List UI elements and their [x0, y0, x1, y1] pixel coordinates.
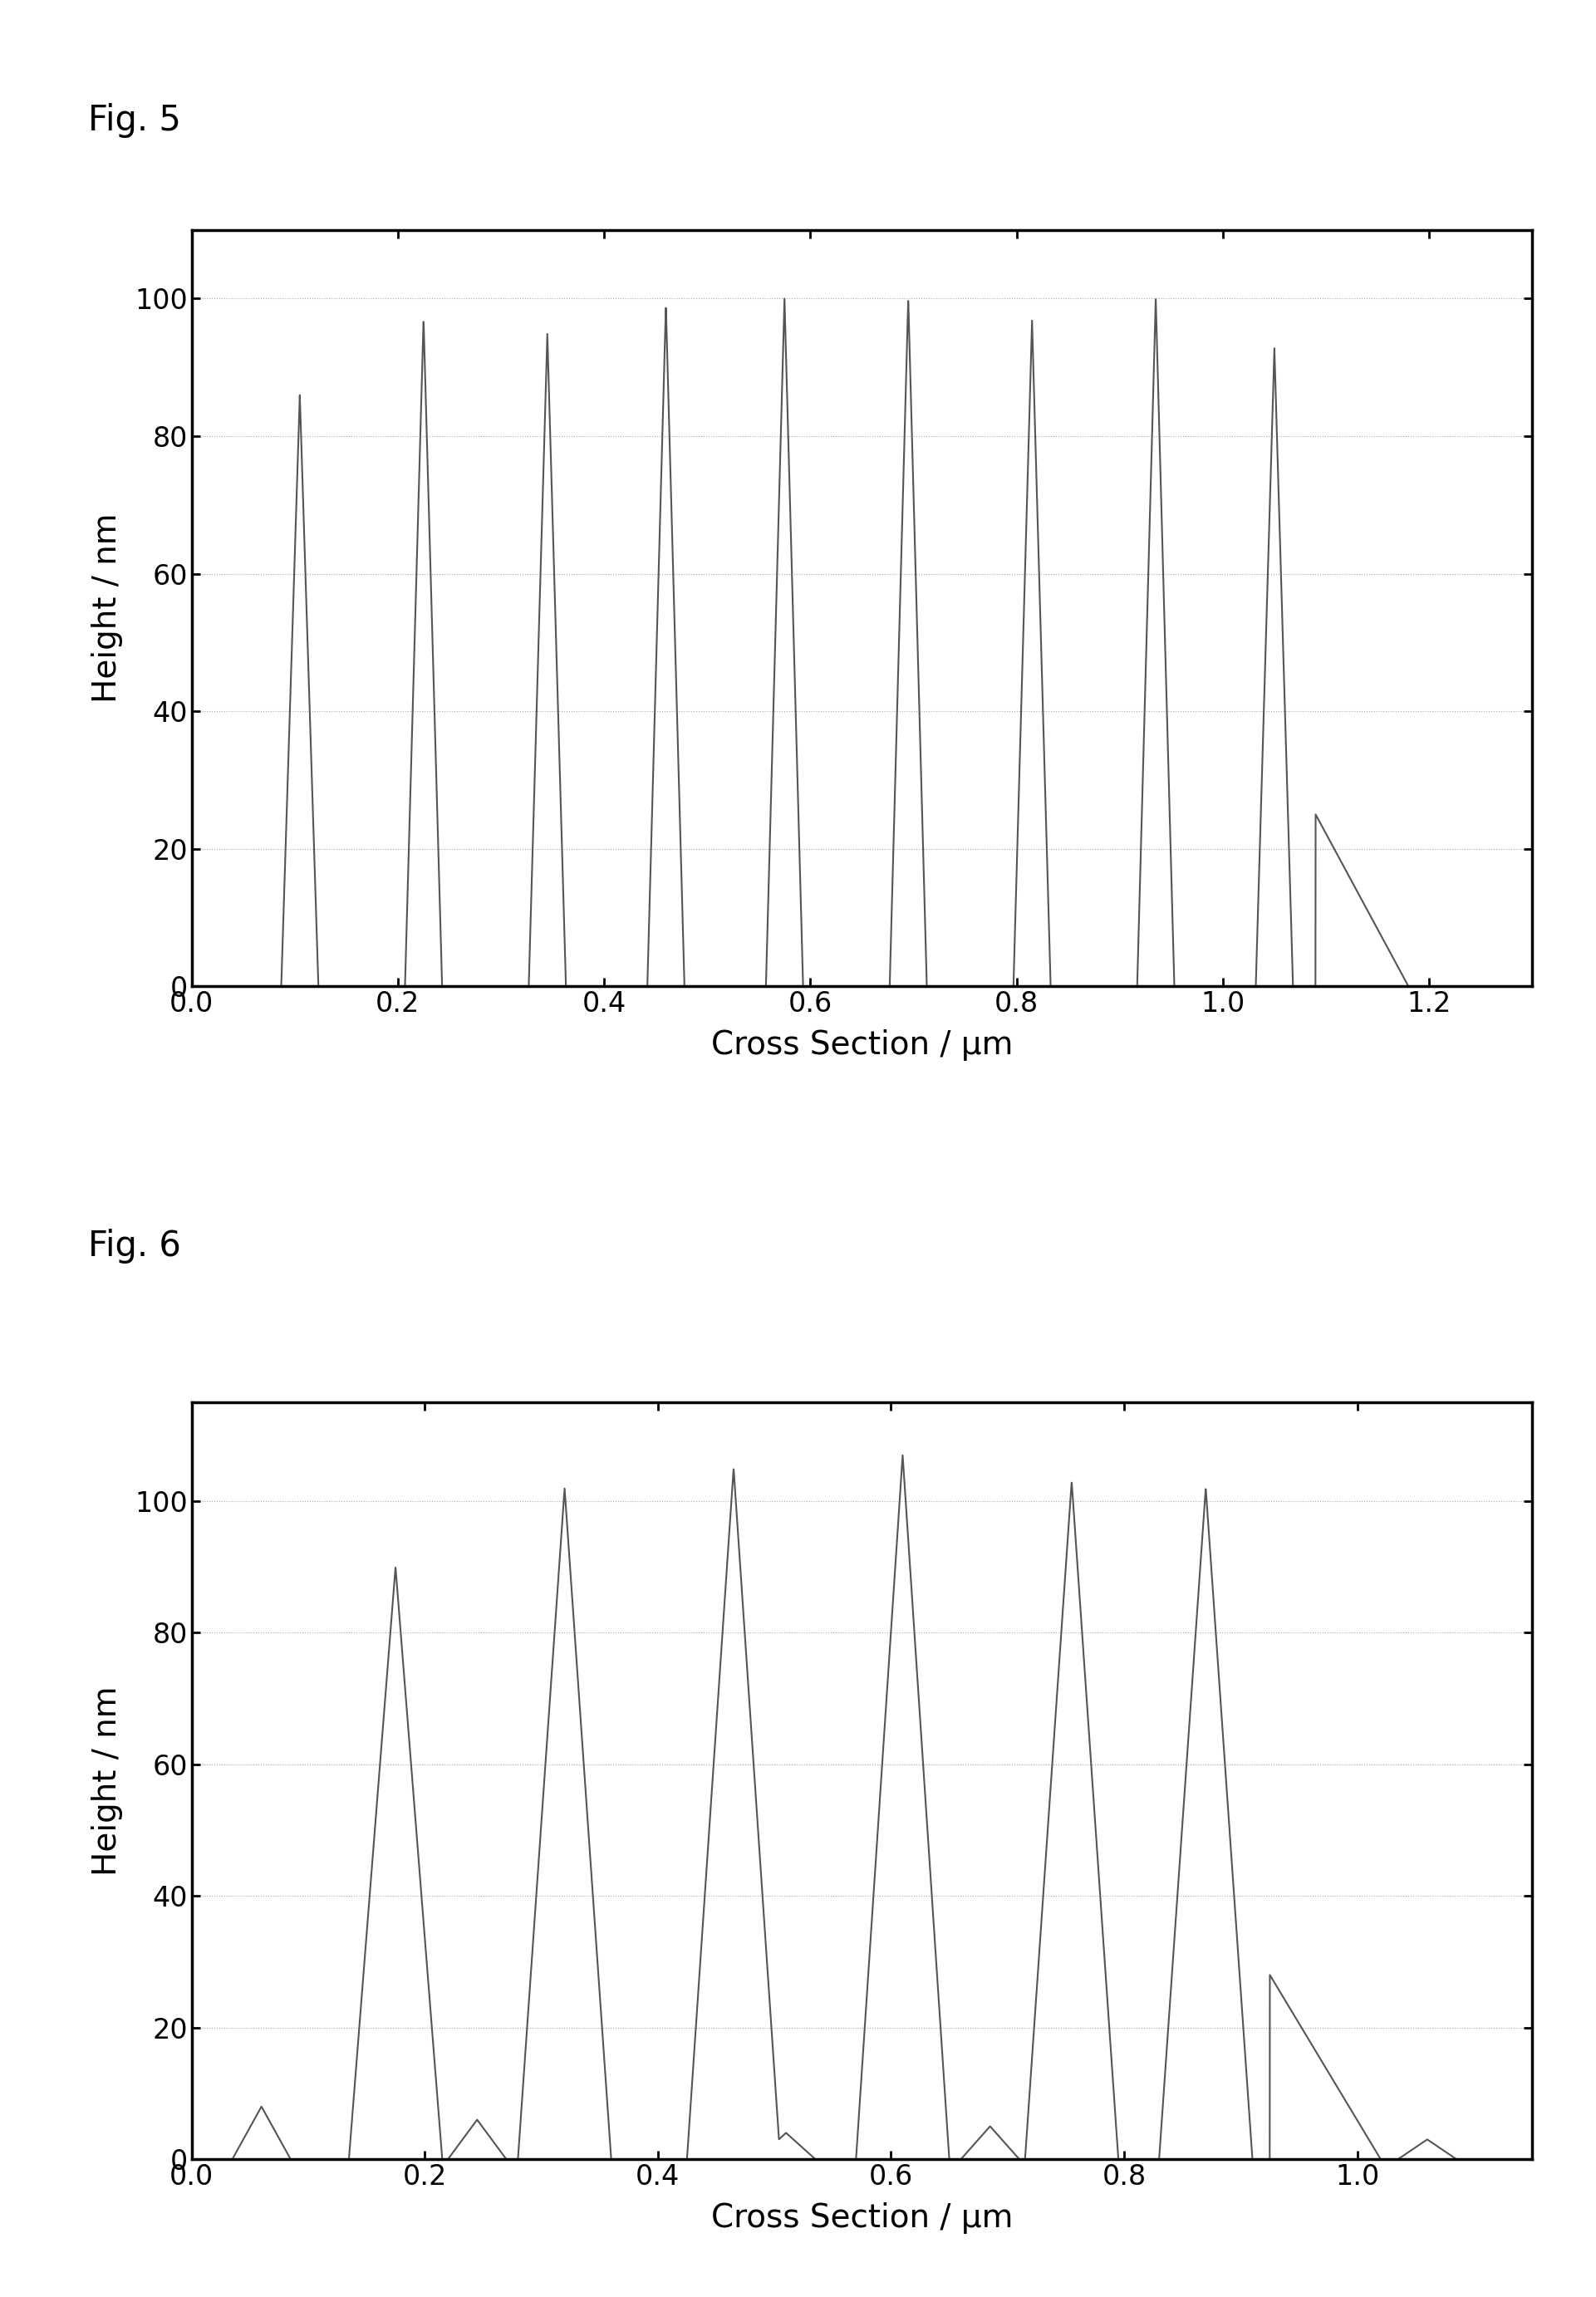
Text: Fig. 5: Fig. 5 [88, 103, 180, 138]
Text: Fig. 6: Fig. 6 [88, 1229, 180, 1263]
X-axis label: Cross Section / μm: Cross Section / μm [710, 2203, 1013, 2233]
Y-axis label: Height / nm: Height / nm [91, 512, 123, 703]
X-axis label: Cross Section / μm: Cross Section / μm [710, 1029, 1013, 1061]
Y-axis label: Height / nm: Height / nm [91, 1686, 123, 1877]
